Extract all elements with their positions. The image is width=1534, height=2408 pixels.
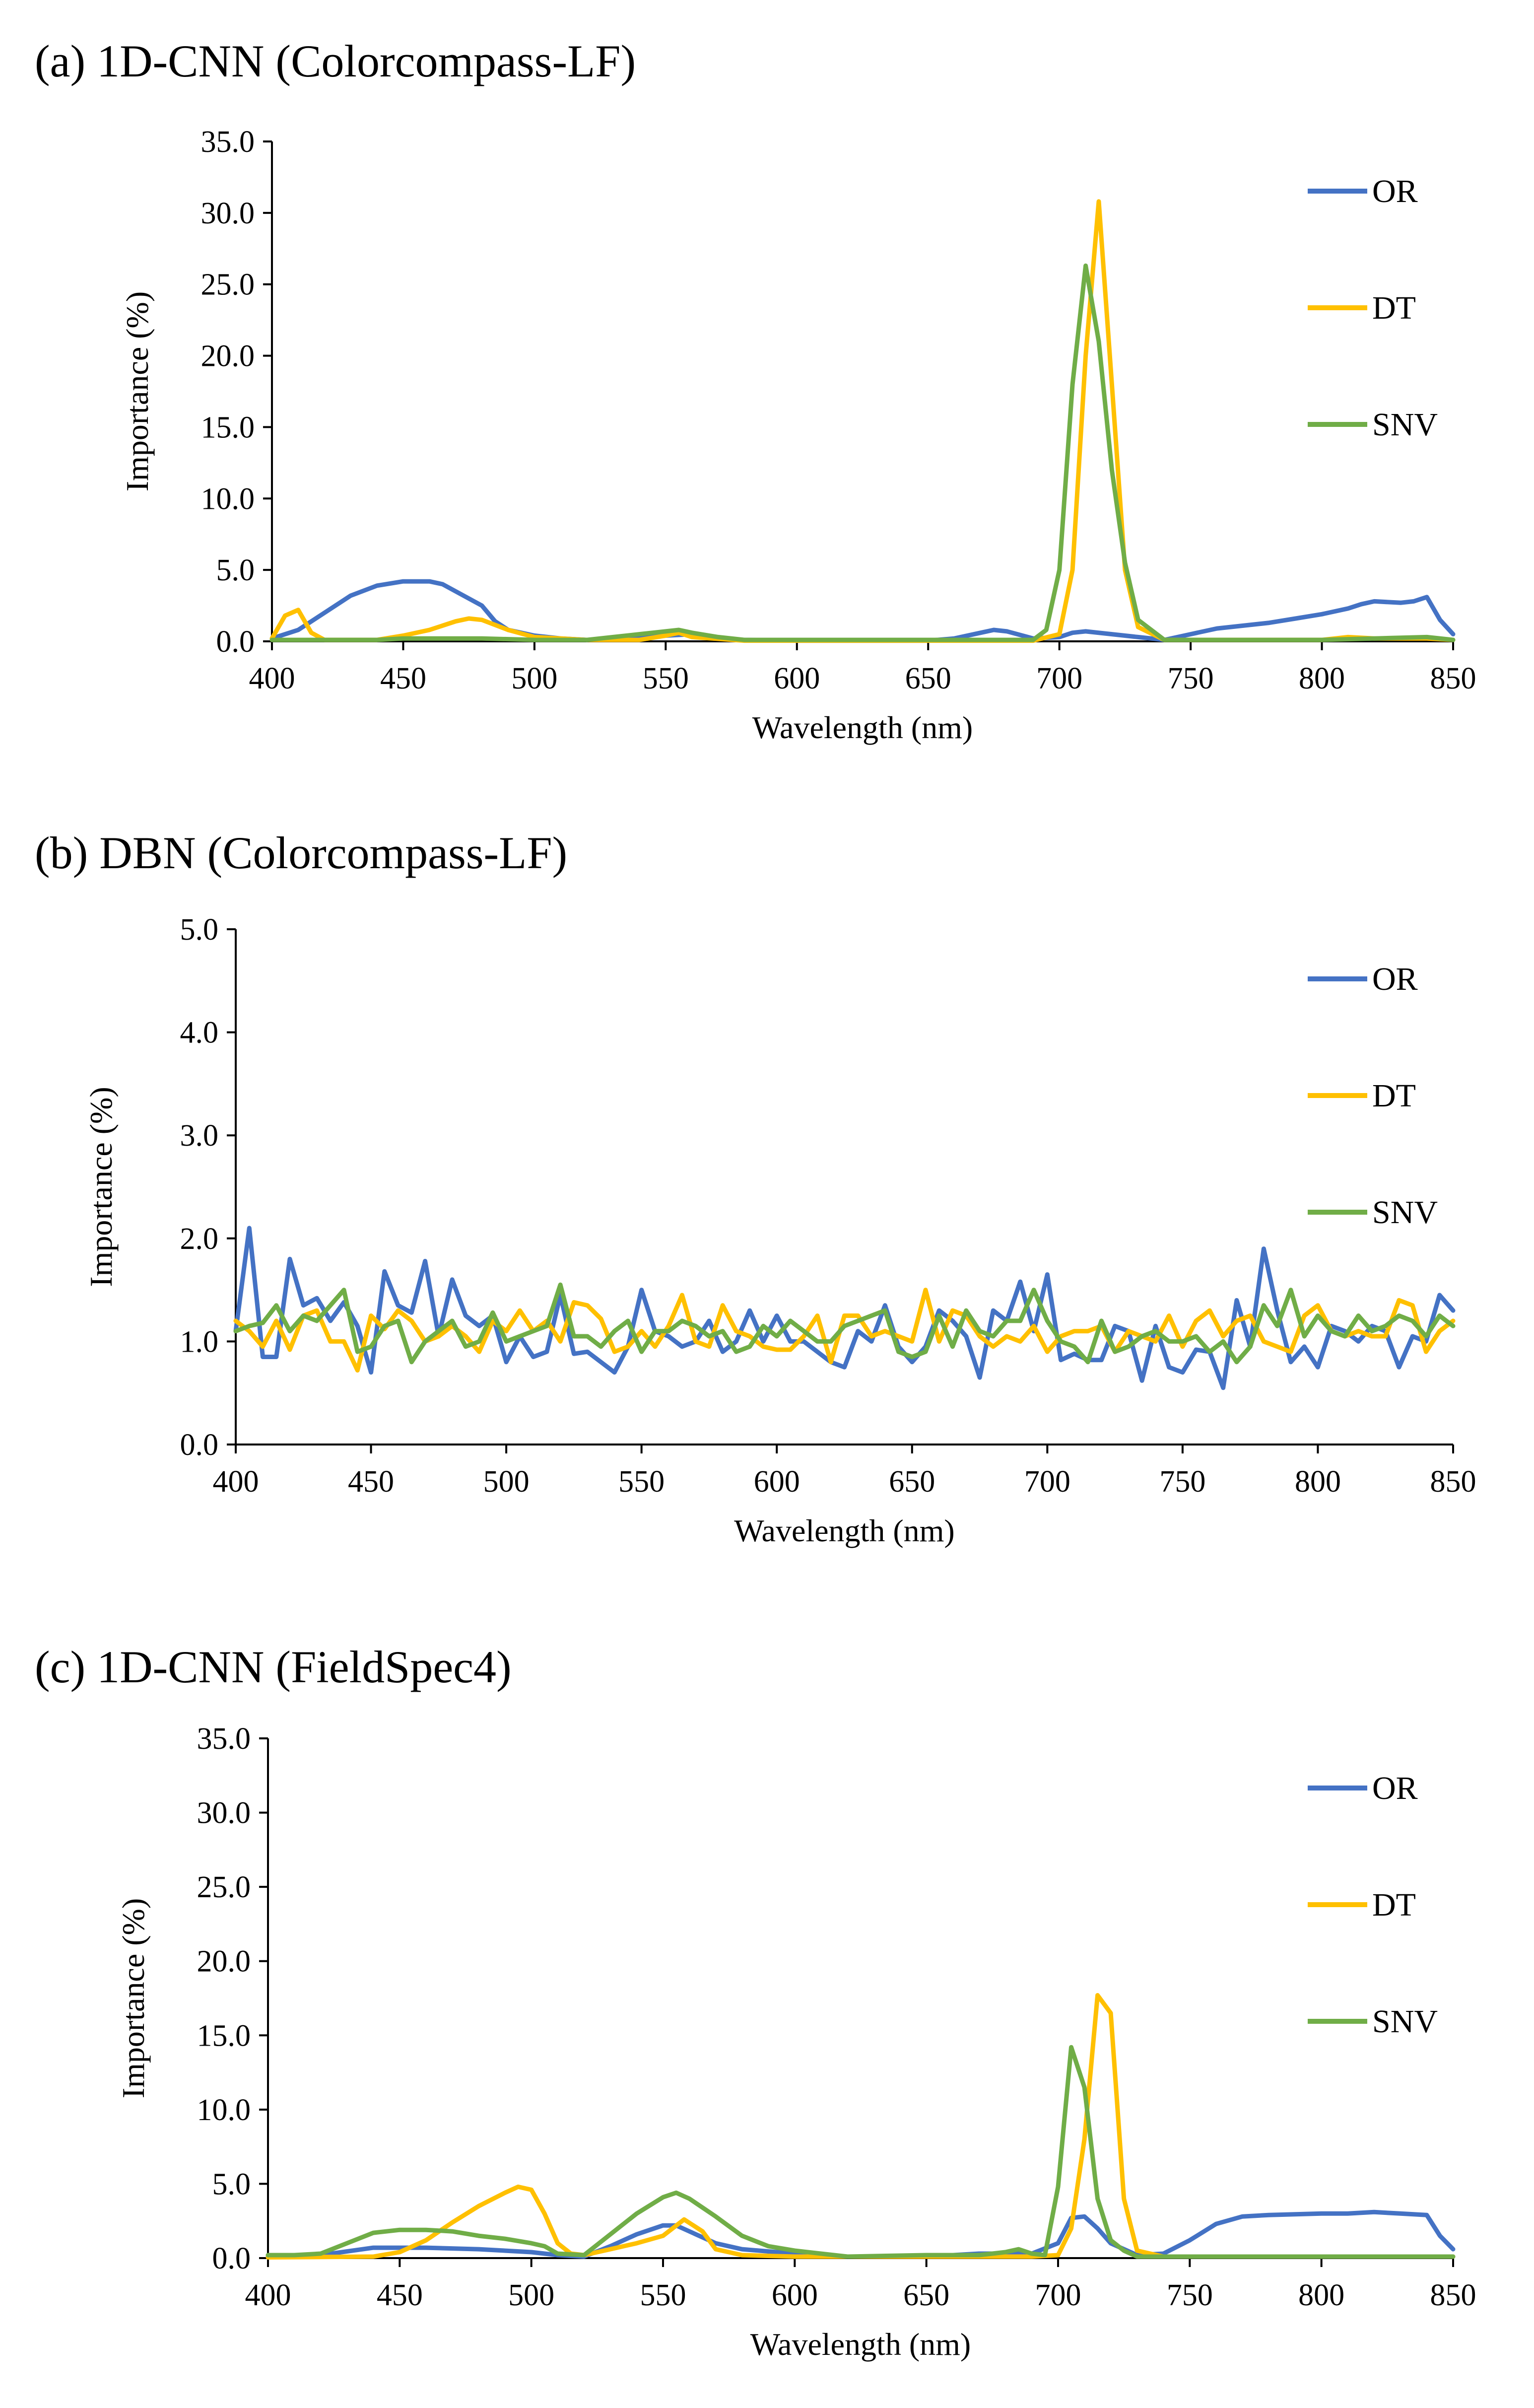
series-line-snv (266, 2045, 1456, 2259)
y-tick-label: 5.0 (216, 553, 255, 587)
legend-label-dt: DT (1372, 1887, 1416, 1923)
y-tick-label: 0.0 (180, 1428, 219, 1462)
legend-label-snv: SNV (1372, 1194, 1438, 1231)
line-chart-c: 0.0 5.0 10.0 15.0 20.0 25.0 30.0 35.0 400 450 500 5… (116, 1722, 1476, 2362)
x-tick-label: 450 (380, 662, 426, 695)
series-line-or (233, 1226, 1456, 1390)
x-axis-label: Wavelength (nm) (752, 710, 973, 745)
x-tick-label: 800 (1295, 1465, 1341, 1499)
x-axis-label: Wavelength (nm) (750, 2327, 971, 2362)
x-tick-label: 700 (1024, 1465, 1070, 1499)
x-tick-label: 700 (1036, 662, 1082, 695)
x-tick-label: 600 (772, 2278, 818, 2312)
series-line-or (269, 579, 1456, 643)
line-chart-b: 0.0 1.0 2.0 3.0 4.0 5.0 400 450 500 550 600 650 700 7… (83, 913, 1476, 1548)
x-tick-label: 750 (1167, 2278, 1213, 2312)
y-tick-label: 35.0 (201, 125, 255, 159)
y-tick-label: 30.0 (197, 1796, 251, 1830)
legend-label-dt: DT (1372, 1078, 1416, 1114)
x-tick-label: 450 (377, 2278, 423, 2312)
x-tick-label: 750 (1159, 1465, 1205, 1499)
x-tick-label: 700 (1035, 2278, 1081, 2312)
x-tick-label: 850 (1430, 662, 1476, 695)
legend-label-dt: DT (1372, 290, 1416, 326)
x-tick-label: 450 (348, 1465, 394, 1499)
chart-title: (b) DBN (Colorcompass-LF) (35, 827, 568, 878)
legend-label-or: OR (1372, 1770, 1418, 1806)
y-tick-label: 0.0 (216, 625, 255, 659)
x-tick-label: 400 (213, 1465, 259, 1499)
chart-title: (c) 1D-CNN (FieldSpec4) (35, 1642, 512, 1692)
y-tick-label: 20.0 (197, 1945, 251, 1979)
x-tick-label: 750 (1168, 662, 1214, 695)
x-tick-label: 500 (511, 662, 557, 695)
y-tick-label: 1.0 (180, 1325, 219, 1359)
x-tick-label: 600 (774, 662, 820, 695)
y-tick-label: 15.0 (201, 411, 255, 444)
y-tick-label: 15.0 (197, 2019, 251, 2053)
x-tick-label: 550 (640, 2278, 686, 2312)
y-axis-label: Importance (%) (120, 291, 155, 491)
y-tick-label: 20.0 (201, 340, 255, 373)
legend-label-or: OR (1372, 961, 1418, 997)
y-tick-label: 35.0 (197, 1722, 251, 1756)
series-line-or (266, 2209, 1456, 2259)
series-line-dt (266, 1993, 1456, 2260)
chart-panel-c: (c) 1D-CNN (FieldSpec4) 0.0 5.0 10.0 15.0 20… (0, 1618, 1534, 2408)
line-chart-a: 0.0 5.0 10.0 15.0 20.0 25.0 30.0 35.0 400 450 500 5… (120, 125, 1476, 745)
y-tick-label: 3.0 (180, 1119, 219, 1153)
x-tick-label: 500 (508, 2278, 554, 2312)
x-tick-label: 550 (618, 1465, 665, 1499)
chart-title: (a) 1D-CNN (Colorcompass-LF) (35, 36, 636, 86)
chart-panel-b: (b) DBN (Colorcompass-LF) 0.0 1.0 2.0 3.0 4.… (0, 804, 1534, 1593)
y-axis-label: Importance (%) (83, 1087, 119, 1287)
legend-label-or: OR (1372, 173, 1418, 209)
y-axis-label: Importance (%) (116, 1898, 151, 2098)
y-tick-label: 30.0 (201, 197, 255, 230)
series-line-dt (233, 1288, 1456, 1373)
y-tick-label: 2.0 (180, 1222, 219, 1256)
legend-label-snv: SNV (1372, 2003, 1438, 2040)
x-tick-label: 850 (1430, 2278, 1476, 2312)
series-line-snv (269, 263, 1456, 642)
y-tick-label: 5.0 (180, 913, 219, 947)
series-line-dt (269, 199, 1456, 643)
x-tick-label: 550 (643, 662, 689, 695)
chart-panel-a: (a) 1D-CNN (Colorcompass-LF) 0.0 5.0 10.0 1… (0, 0, 1534, 789)
x-tick-label: 800 (1299, 662, 1345, 695)
y-tick-label: 10.0 (197, 2093, 251, 2127)
x-axis-label: Wavelength (nm) (734, 1513, 954, 1548)
series-line-snv (233, 1282, 1456, 1365)
y-tick-label: 10.0 (201, 482, 255, 516)
y-tick-label: 0.0 (212, 2242, 251, 2275)
x-tick-label: 650 (889, 1465, 935, 1499)
x-tick-label: 800 (1298, 2278, 1344, 2312)
y-tick-label: 5.0 (212, 2167, 251, 2201)
x-tick-label: 400 (249, 662, 295, 695)
y-tick-label: 4.0 (180, 1016, 219, 1050)
x-tick-label: 850 (1430, 1465, 1476, 1499)
x-tick-label: 600 (754, 1465, 800, 1499)
x-tick-label: 400 (245, 2278, 291, 2312)
legend-label-snv: SNV (1372, 407, 1438, 443)
x-tick-label: 650 (903, 2278, 949, 2312)
x-tick-label: 650 (905, 662, 951, 695)
y-tick-label: 25.0 (197, 1870, 251, 1904)
y-tick-label: 25.0 (201, 268, 255, 302)
x-tick-label: 500 (483, 1465, 530, 1499)
